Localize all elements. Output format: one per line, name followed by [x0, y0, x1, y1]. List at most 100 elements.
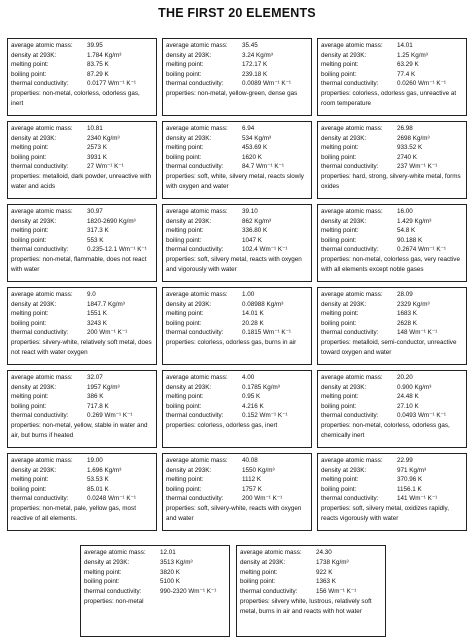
- thermal-value: 102.4 Wm⁻¹ K⁻¹: [242, 246, 288, 254]
- melting-value: 370.96 K: [397, 476, 423, 484]
- thermal-value: 0.0248 Wm⁻¹ K⁻¹: [87, 495, 136, 503]
- melting-label: melting point:: [321, 476, 359, 484]
- element-card: average atomic mass: 19.00 density at 293K…: [7, 453, 157, 531]
- element-card: average atomic mass: 10.81 density at 293K…: [7, 121, 157, 199]
- card-line-boiling: boiling point: 2628 K: [321, 319, 463, 329]
- card-line-thermal: thermal conductivity: 0.269 Wm⁻¹ K⁻¹: [11, 411, 153, 421]
- boiling-label: boiling point:: [321, 70, 357, 78]
- card-line-boiling: boiling point: 1757 K: [166, 485, 308, 495]
- boiling-value: 77.4 K: [397, 70, 416, 78]
- thermal-label: thermal conductivity:: [166, 495, 224, 503]
- properties-text: properties: non-metal, yellow-green, den…: [166, 89, 298, 97]
- density-value: 2340 Kg/m³: [87, 134, 120, 142]
- mass-label: average atomic mass:: [166, 457, 228, 464]
- density-value: 0.08988 Kg/m³: [242, 300, 284, 308]
- density-value: 1957 Kg/m³: [87, 383, 120, 391]
- card-line-density: density at 293K: 1957 Kg/m³: [11, 383, 153, 393]
- properties-text: properties: metalloid, semi-conductor, u…: [321, 338, 457, 356]
- card-line-thermal: thermal conductivity: 0.235-12.1 Wm⁻¹ K⁻¹: [11, 245, 153, 255]
- thermal-label: thermal conductivity:: [321, 495, 379, 503]
- thermal-label: thermal conductivity:: [240, 588, 298, 596]
- card-line-thermal: thermal conductivity: 148 Wm⁻¹ K⁻¹: [321, 328, 463, 338]
- card-line-melting: melting point: 317.3 K: [11, 226, 153, 236]
- boiling-label: boiling point:: [240, 578, 276, 586]
- melting-value: 63.29 K: [397, 61, 419, 69]
- card-line-boiling: boiling point: 90.188 K: [321, 236, 463, 246]
- boiling-label: boiling point:: [11, 70, 47, 78]
- properties-text: properties: soft, silvery metal, reacts …: [166, 255, 302, 273]
- card-line-melting: melting point: 14.01 K: [166, 309, 308, 319]
- card-line-melting: melting point: 83.75 K: [11, 60, 153, 70]
- card-line-melting: melting point: 172.17 K: [166, 60, 308, 70]
- card-line-melting: melting point: 933.52 K: [321, 143, 463, 153]
- card-line-boiling: boiling point: 77.4 K: [321, 70, 463, 80]
- card-line-density: density at 293K: 2698 Kg/m³: [321, 134, 463, 144]
- thermal-value: 0.152 Wm⁻¹ K⁻¹: [242, 412, 288, 420]
- card-line-thermal: thermal conductivity: 200 Wm⁻¹ K⁻¹: [11, 328, 153, 338]
- mass-label: average atomic mass:: [11, 291, 73, 298]
- card-line-density: density at 293K: 971 Kg/m³: [321, 466, 463, 476]
- card-line-boiling: boiling point: 4.216 K: [166, 402, 308, 412]
- element-card: average atomic mass: 1.00 density at 293K:…: [162, 287, 312, 365]
- properties-text: properties: hard, strong, silvery-white …: [321, 172, 461, 190]
- card-row: average atomic mass: 10.81 density at 293K…: [7, 121, 467, 199]
- card-line-melting: melting point: 922 K: [240, 568, 382, 578]
- card-line-boiling: boiling point: 5100 K: [84, 577, 226, 587]
- thermal-label: thermal conductivity:: [11, 412, 69, 420]
- card-line-mass: average atomic mass: 40.08: [166, 456, 308, 466]
- boiling-value: 2628 K: [397, 319, 417, 327]
- mass-label: average atomic mass:: [11, 125, 73, 132]
- density-label: density at 293K:: [321, 51, 367, 59]
- boiling-label: boiling point:: [11, 153, 47, 161]
- card-line-boiling: boiling point: 3243 K: [11, 319, 153, 329]
- card-line-mass: average atomic mass: 28.09: [321, 290, 463, 300]
- thermal-value: 141 Wm⁻¹ K⁻¹: [397, 495, 438, 503]
- mass-label: average atomic mass:: [166, 125, 228, 132]
- mass-label: average atomic mass:: [321, 125, 383, 132]
- density-label: density at 293K:: [11, 383, 57, 391]
- card-line-thermal: thermal conductivity: 0.0493 Wm⁻¹ K⁻¹: [321, 411, 463, 421]
- melting-value: 0.95 K: [242, 393, 261, 401]
- thermal-value: 27 Wm⁻¹ K⁻¹: [87, 163, 124, 171]
- card-line-density: density at 293K: 1550 Kg/m³: [166, 466, 308, 476]
- boiling-value: 85.01 K: [87, 485, 109, 493]
- mass-value: 30.97: [87, 208, 103, 215]
- properties-text: properties: non-metal, flammable, does n…: [11, 255, 147, 273]
- card-line-melting: melting point: 3820 K: [84, 568, 226, 578]
- boiling-value: 717.8 K: [87, 402, 109, 410]
- density-label: density at 293K:: [321, 300, 367, 308]
- melting-label: melting point:: [166, 61, 204, 69]
- card-line-boiling: boiling point: 1363 K: [240, 577, 382, 587]
- card-line-mass: average atomic mass: 20.20: [321, 373, 463, 383]
- card-row: average atomic mass: 32.07 density at 293K…: [7, 370, 467, 448]
- thermal-label: thermal conductivity:: [166, 246, 224, 254]
- boiling-value: 5100 K: [160, 578, 180, 586]
- card-line-density: density at 293K: 1.25 Kg/m³: [321, 51, 463, 61]
- density-value: 1.429 Kg/m³: [397, 217, 432, 225]
- card-line-mass: average atomic mass: 16.00: [321, 207, 463, 217]
- card-line-thermal: thermal conductivity: 141 Wm⁻¹ K⁻¹: [321, 494, 463, 504]
- card-line-mass: average atomic mass: 14.01: [321, 41, 463, 51]
- thermal-value: 0.0493 Wm⁻¹ K⁻¹: [397, 412, 446, 420]
- card-line-boiling: boiling point: 553 K: [11, 236, 153, 246]
- card-line-density: density at 293K: 1820-2690 Kg/m³: [11, 217, 153, 227]
- card-line-melting: melting point: 453.69 K: [166, 143, 308, 153]
- properties-text: properties: non-metal, pale, yellow gas,…: [11, 504, 136, 522]
- density-label: density at 293K:: [321, 134, 367, 142]
- thermal-value: 0.0260 Wm⁻¹ K⁻¹: [397, 80, 446, 88]
- melting-value: 922 K: [316, 568, 333, 576]
- element-card: average atomic mass: 12.01 density at 293K…: [80, 545, 230, 637]
- boiling-value: 239.18 K: [242, 70, 268, 78]
- melting-label: melting point:: [166, 310, 204, 318]
- melting-value: 3820 K: [160, 568, 180, 576]
- melting-label: melting point:: [11, 227, 49, 235]
- card-row: average atomic mass: 30.97 density at 293K…: [7, 204, 467, 282]
- properties-text: properties: non-metal: [84, 597, 144, 605]
- thermal-label: thermal conductivity:: [321, 80, 379, 88]
- melting-label: melting point:: [11, 393, 49, 401]
- card-line-density: density at 293K: 2329 Kg/m³: [321, 300, 463, 310]
- properties-text: properties: non-metal, colorless, odorle…: [321, 421, 450, 439]
- melting-label: melting point:: [321, 144, 359, 152]
- card-line-thermal: thermal conductivity: 990-2320 Wm⁻¹ K⁻¹: [84, 587, 226, 597]
- properties-text: properties: soft, silvery metal, oxidize…: [321, 504, 449, 522]
